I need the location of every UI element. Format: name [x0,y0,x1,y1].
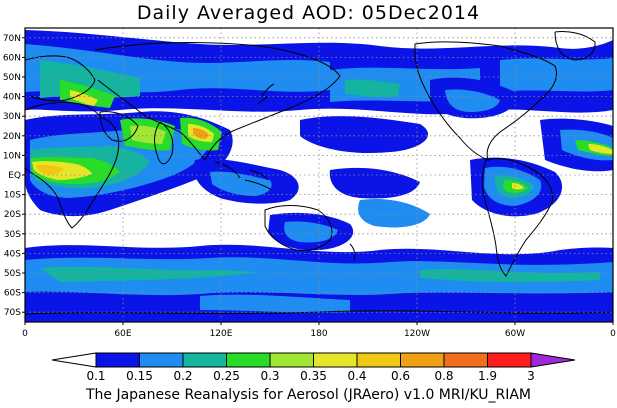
colorbar-box [226,352,271,368]
lon-label: 60W [505,329,525,339]
longitude-labels: 0 60E 120E 180 120W 60W 0 [22,329,616,339]
lat-label: 60N [3,53,21,63]
lat-label: 40S [4,249,21,259]
colorbar-label: 0.4 [347,369,366,383]
colorbar-box [313,352,358,368]
colorbar-label: 0.3 [260,369,279,383]
aod-field [25,30,613,322]
colorbar-label: 0.15 [126,369,153,383]
colorbar-box [487,352,532,368]
colorbar-label: 3 [527,369,535,383]
lon-label: 120W [404,329,430,339]
colorbar-label: 0.25 [213,369,240,383]
colorbar-high-tip [530,352,576,368]
coastlines [25,31,613,315]
colorbar-box [400,352,445,368]
colorbar-box [356,352,401,368]
lat-label: 10S [4,191,21,201]
colorbar-label: 0.35 [300,369,327,383]
colorbar-label: 0.8 [434,369,453,383]
map-title: Daily Averaged AOD: 05Dec2014 [136,2,481,24]
colorbar-label: 1.9 [478,369,497,383]
lat-label: 30S [4,230,21,240]
lon-label: 0 [22,329,28,339]
latitude-labels: 70N 60N 50N 40N 30N 20N 10N EQ 10S 20S 30S 40S 50S 60… [3,34,21,318]
lat-label: EQ [8,171,21,181]
lat-label: 20N [3,132,21,142]
lat-label: 60S [4,289,21,299]
lat-label: 40N [3,93,21,103]
colorbar: 0.1 0.15 0.2 0.25 0.3 0.35 0.4 0.6 0.8 1.9 3 [51,352,576,383]
colorbar-box [139,352,184,368]
colorbar-label: 0.1 [86,369,105,383]
colorbar-label: 0.2 [173,369,192,383]
lon-label: 0 [610,329,616,339]
lon-label: 120E [210,329,233,339]
axis-ticks [22,37,614,325]
lat-label: 30N [3,112,21,122]
colorbar-box [443,352,488,368]
colorbar-box [269,352,314,368]
lon-label: 180 [310,329,327,339]
graticule [25,28,613,322]
credit-line: The Japanese Reanalysis for Aerosol (JRA… [85,387,532,403]
lat-label: 50S [4,269,21,279]
colorbar-box [182,352,227,368]
colorbar-box [95,352,140,368]
lat-label: 70S [4,308,21,318]
lat-label: 70N [3,34,21,44]
colorbar-low-tip [51,352,97,368]
lon-label: 60E [114,329,131,339]
lat-label: 50N [3,73,21,83]
colorbar-label: 0.6 [391,369,410,383]
lat-label: 20S [4,210,21,220]
lat-label: 10N [3,151,21,161]
